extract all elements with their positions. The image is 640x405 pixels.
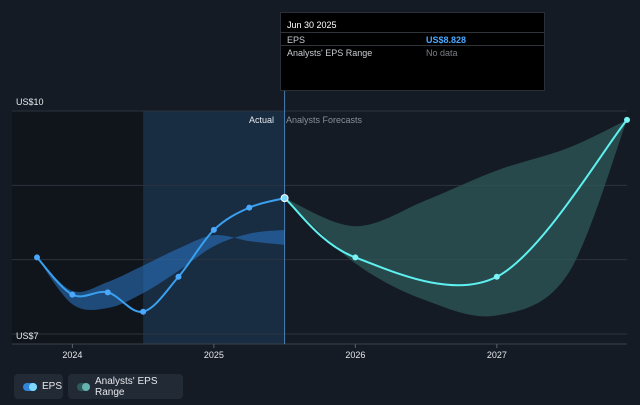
tooltip-eps-row: EPS US$8.828: [281, 32, 544, 46]
eps-forecast-point: [624, 116, 630, 123]
tooltip-range-value: No data: [426, 48, 458, 58]
eps-point: [104, 289, 111, 296]
tooltip-date: Jun 30 2025: [287, 20, 337, 30]
forecast-range-band: [284, 119, 627, 317]
tooltip-range-label: Analysts' EPS Range: [287, 48, 373, 58]
x-axis-ticks: 2024 2025 2026 2027: [62, 344, 507, 360]
legend-range-toggle[interactable]: Analysts' EPS Range: [68, 374, 183, 399]
x-tick-label: 2027: [487, 350, 507, 360]
eps-point: [140, 308, 147, 315]
hover-tooltip: Jun 30 2025 EPS US$8.828 Analysts' EPS R…: [280, 12, 545, 91]
x-tick-label: 2024: [62, 350, 82, 360]
y-axis-max-label: US$10: [16, 97, 44, 107]
eps-point: [175, 273, 182, 280]
x-tick-label: 2026: [345, 350, 365, 360]
legend-eps-toggle[interactable]: EPS: [14, 374, 63, 399]
legend-eps-label: EPS: [42, 381, 63, 392]
tooltip-eps-value: US$8.828: [426, 35, 467, 45]
eps-swatch-icon: [23, 382, 37, 391]
forecast-label: Analysts Forecasts: [286, 115, 363, 125]
past-estimate-range-band: [37, 229, 285, 310]
eps-actual-line: [36, 197, 285, 313]
eps-markers: [34, 116, 630, 315]
eps-forecast-point: [352, 254, 359, 261]
eps-point: [69, 291, 76, 298]
tooltip-eps-label: EPS: [287, 35, 306, 45]
y-axis-min-label: US$7: [16, 331, 39, 341]
eps-forecast-point: [493, 273, 500, 280]
eps-forecast-line: [283, 119, 628, 287]
actual-label: Actual: [249, 115, 274, 125]
legend-range-label: Analysts' EPS Range: [95, 375, 158, 398]
eps-point: [280, 194, 289, 203]
tooltip-range-row: Analysts' EPS Range No data: [281, 45, 544, 59]
eps-point: [34, 254, 40, 261]
x-tick-label: 2025: [204, 350, 224, 360]
eps-point: [210, 226, 217, 233]
eps-point: [246, 204, 253, 211]
range-swatch-icon: [77, 382, 90, 391]
